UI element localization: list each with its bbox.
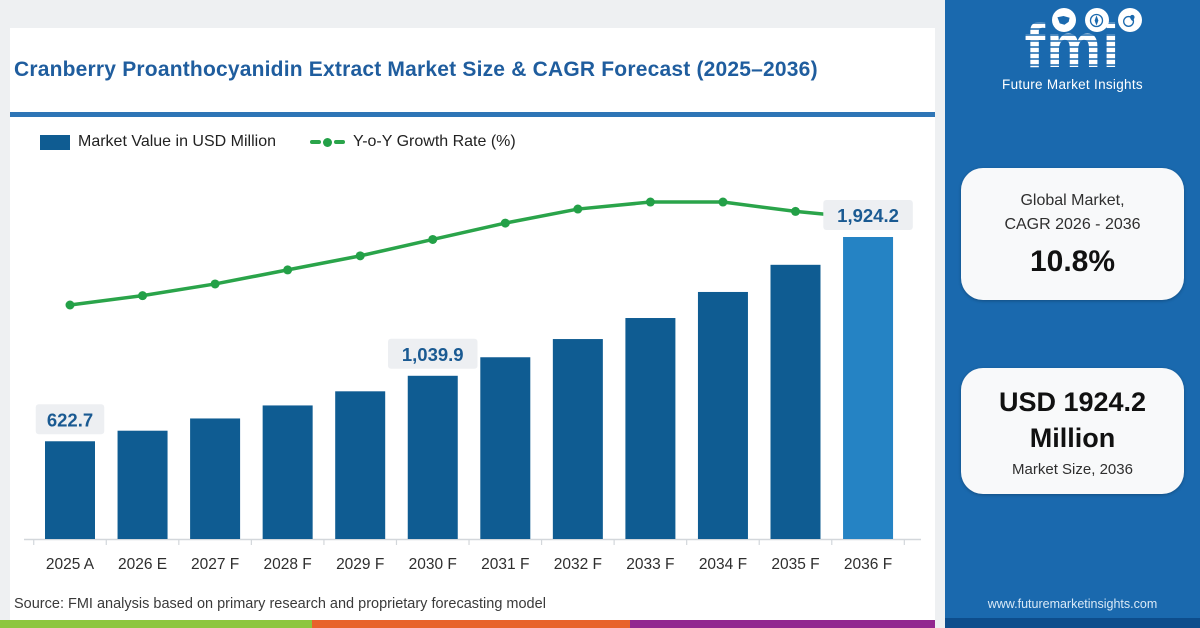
bar-value-label: 1,924.2 bbox=[837, 205, 899, 226]
x-axis-label-2027-f: 2027 F bbox=[191, 556, 239, 573]
legend-label: Y-o-Y Growth Rate (%) bbox=[353, 133, 516, 150]
legend-item-growth-rate: Y-o-Y Growth Rate (%) bbox=[310, 133, 516, 151]
source-text: Source: FMI analysis based on primary re… bbox=[14, 596, 546, 612]
growth-line-point bbox=[428, 234, 438, 244]
x-axis-label-2035-f: 2035 F bbox=[771, 556, 819, 573]
bar-2029-f bbox=[335, 391, 386, 539]
x-axis-label-2029-f: 2029 F bbox=[336, 556, 384, 573]
page-title: Cranberry Proanthocyanidin Extract Marke… bbox=[14, 58, 818, 81]
growth-line-point bbox=[645, 197, 655, 207]
x-axis-label-2032-f: 2032 F bbox=[554, 556, 602, 573]
bar-2026-e bbox=[117, 430, 168, 539]
website-link[interactable]: www.futuremarketinsights.com bbox=[987, 597, 1158, 611]
bar-2036-f bbox=[843, 237, 894, 539]
x-axis-label-2028-f: 2028 F bbox=[264, 556, 312, 573]
stripe-orange bbox=[312, 620, 630, 628]
chart-card: 2025 A 2026 E 2027 F 2028 F 2029 F 2030 F 2031… bbox=[10, 117, 935, 588]
compass-icon bbox=[1084, 8, 1109, 32]
market-chart: 2025 A 2026 E 2027 F 2028 F 2029 F 2030 F 2031… bbox=[24, 197, 921, 573]
panel-footer-strip bbox=[945, 618, 1200, 628]
bar-2033-f bbox=[625, 318, 676, 539]
growth-line-point bbox=[283, 265, 293, 275]
bar-2032-f bbox=[552, 339, 603, 539]
market-size-stat-box: USD 1924.2 Million Market Size, 2036 bbox=[961, 368, 1184, 494]
stripe-purple bbox=[630, 620, 945, 628]
bar-2030-f bbox=[407, 375, 458, 539]
bar-2034-f bbox=[697, 291, 748, 539]
legend-item-market-value: Market Value in USD Million bbox=[40, 133, 276, 151]
market-size-value-line2: Million bbox=[1029, 423, 1116, 453]
cagr-title-line2: CAGR 2026 - 2036 bbox=[1004, 216, 1141, 233]
growth-line-point bbox=[210, 279, 220, 289]
bar-2025-a bbox=[45, 441, 95, 539]
legend-label: Market Value in USD Million bbox=[78, 133, 276, 150]
bar-value-label-box bbox=[823, 200, 913, 230]
line-series-swatch bbox=[310, 137, 345, 147]
top-margin bbox=[0, 0, 945, 28]
cagr-value: 10.8% bbox=[1029, 245, 1116, 278]
bar-2027-f bbox=[190, 418, 241, 539]
growth-line-point bbox=[500, 218, 510, 228]
title-bar: Cranberry Proanthocyanidin Extract Marke… bbox=[10, 28, 937, 117]
bar-2028-f bbox=[262, 405, 313, 539]
bar-2035-f bbox=[770, 264, 821, 539]
left-margin bbox=[0, 28, 10, 620]
bar-value-label: 1,039.9 bbox=[402, 344, 464, 365]
growth-line-point bbox=[138, 291, 148, 301]
fmi-logo: fmi Future Market Insights bbox=[945, 8, 1200, 92]
x-axis-label-2034-f: 2034 F bbox=[699, 556, 747, 573]
bar-2031-f bbox=[480, 357, 531, 539]
bar-value-label-box bbox=[388, 338, 478, 369]
fmi-tagline: Future Market Insights bbox=[1002, 77, 1143, 93]
x-axis-label-2026-e: 2026 E bbox=[118, 556, 167, 573]
bar-value-label-box bbox=[35, 404, 105, 435]
market-size-caption: Market Size, 2036 bbox=[1012, 461, 1133, 479]
x-axis-label-2036-f: 2036 F bbox=[844, 556, 892, 573]
chart-section: Cranberry Proanthocyanidin Extract Marke… bbox=[0, 0, 945, 628]
divider-margin bbox=[935, 0, 945, 628]
x-axis-label-2030-f: 2030 F bbox=[409, 556, 457, 573]
x-axis-label-2033-f: 2033 F bbox=[626, 556, 674, 573]
growth-line-point bbox=[791, 206, 800, 216]
x-axis-label-2031-f: 2031 F bbox=[481, 556, 529, 573]
chart-legend: Market Value in USD Million Y-o-Y Growth… bbox=[40, 133, 516, 151]
growth-line-point bbox=[573, 204, 583, 214]
market-size-value-line1: USD 1924.2 bbox=[998, 386, 1147, 417]
bar-value-label: 622.7 bbox=[47, 409, 93, 430]
fmi-wordmark: fmi bbox=[945, 15, 1200, 77]
growth-line-point bbox=[718, 197, 728, 207]
brand-panel: fmi Future Market Insights Global Market… bbox=[945, 0, 1200, 628]
growth-line-point bbox=[65, 300, 75, 310]
us-map-icon bbox=[1051, 8, 1076, 32]
brand-stripes bbox=[0, 620, 945, 628]
cagr-stat-box: Global Market, CAGR 2026 - 2036 10.8% bbox=[961, 168, 1184, 300]
website-url: www.futuremarketinsights.com bbox=[945, 595, 1200, 613]
bar-series-swatch bbox=[40, 134, 70, 150]
x-axis-label-2025-a: 2025 A bbox=[46, 556, 95, 573]
logo-icons bbox=[993, 8, 1200, 32]
source-row: Source: FMI analysis based on primary re… bbox=[10, 588, 935, 620]
globe-location-icon bbox=[1117, 8, 1142, 32]
cagr-title-line1: Global Market, bbox=[1020, 192, 1125, 209]
growth-line-point bbox=[355, 251, 365, 261]
yoy-growth-line bbox=[68, 200, 870, 307]
stripe-green bbox=[0, 620, 312, 628]
